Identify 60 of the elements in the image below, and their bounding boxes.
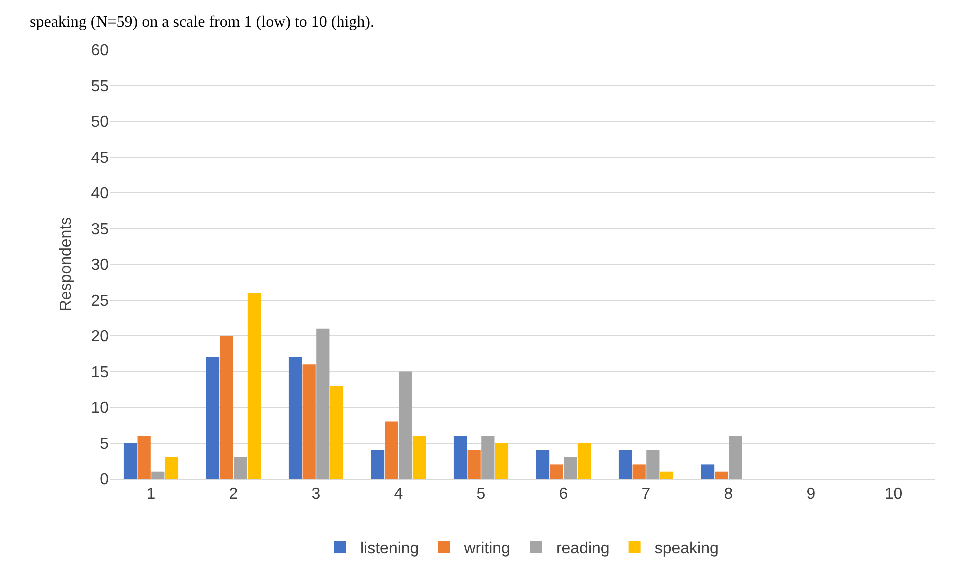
x-tick-label: 3 — [312, 486, 321, 504]
bar — [454, 436, 468, 479]
x-tick-label: 9 — [806, 486, 816, 504]
y-axis-title: Respondents — [58, 217, 76, 312]
bar — [660, 472, 674, 479]
y-tick-label: 20 — [91, 328, 110, 346]
y-tick-label: 10 — [91, 400, 110, 418]
bar — [206, 357, 220, 479]
bar — [618, 450, 632, 479]
bar — [302, 364, 316, 479]
y-tick-label: 30 — [91, 257, 110, 274]
bar — [701, 464, 715, 479]
legend-label: writing — [463, 540, 510, 558]
bar — [468, 450, 481, 479]
x-tick-label: 1 — [146, 486, 156, 504]
legend-label: speaking — [654, 540, 719, 558]
x-tick-label: 7 — [642, 486, 651, 504]
x-tick-label: 2 — [229, 486, 238, 504]
y-tick-label: 50 — [91, 114, 110, 132]
bar — [399, 372, 412, 479]
x-tick-label: 6 — [559, 486, 568, 504]
bar — [564, 458, 578, 479]
y-tick-label: 35 — [91, 221, 110, 238]
bar — [715, 472, 728, 479]
x-tick-label: 8 — [724, 486, 734, 504]
legend-label: listening — [360, 540, 420, 558]
bar — [632, 464, 646, 479]
y-tick-label: 15 — [91, 364, 110, 382]
bar — [550, 464, 564, 479]
x-tick-label: 4 — [394, 486, 404, 504]
y-tick-label: 45 — [91, 150, 110, 167]
bar — [482, 436, 495, 479]
text: speaking (N=59) on a scale from 1 (low) to 10 (high). — [30, 14, 374, 31]
bar — [220, 336, 234, 479]
bar — [248, 293, 262, 479]
bar — [729, 436, 742, 479]
bar — [165, 458, 179, 479]
y-tick-label: 55 — [91, 78, 110, 96]
bar — [578, 443, 592, 479]
y-tick-label: 5 — [100, 436, 110, 453]
bar — [138, 436, 151, 479]
bar — [152, 472, 165, 479]
bar — [288, 357, 302, 479]
y-tick-label: 60 — [91, 42, 110, 60]
y-tick-label: 25 — [91, 292, 110, 310]
x-tick-label: 10 — [884, 486, 903, 504]
bar — [536, 450, 550, 479]
bar — [330, 386, 344, 479]
bar — [385, 422, 398, 479]
bar — [412, 436, 426, 479]
bar — [371, 450, 385, 479]
bar — [495, 443, 509, 479]
y-tick-label: 40 — [91, 186, 110, 203]
legend-label: reading — [556, 540, 610, 558]
bar — [234, 458, 248, 479]
bar — [316, 328, 330, 479]
bar — [646, 450, 660, 479]
y-tick-label: 0 — [100, 472, 110, 489]
bar — [124, 443, 138, 479]
x-tick-label: 5 — [476, 486, 486, 504]
